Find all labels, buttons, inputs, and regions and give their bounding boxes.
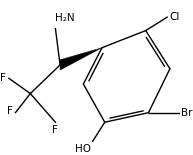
Text: H₂N: H₂N	[55, 13, 74, 23]
Text: F: F	[0, 73, 6, 83]
Text: F: F	[52, 125, 58, 135]
Text: HO: HO	[75, 144, 91, 154]
Text: Cl: Cl	[169, 12, 179, 22]
Polygon shape	[60, 48, 102, 70]
Text: Br: Br	[181, 108, 193, 118]
Text: F: F	[7, 106, 13, 116]
